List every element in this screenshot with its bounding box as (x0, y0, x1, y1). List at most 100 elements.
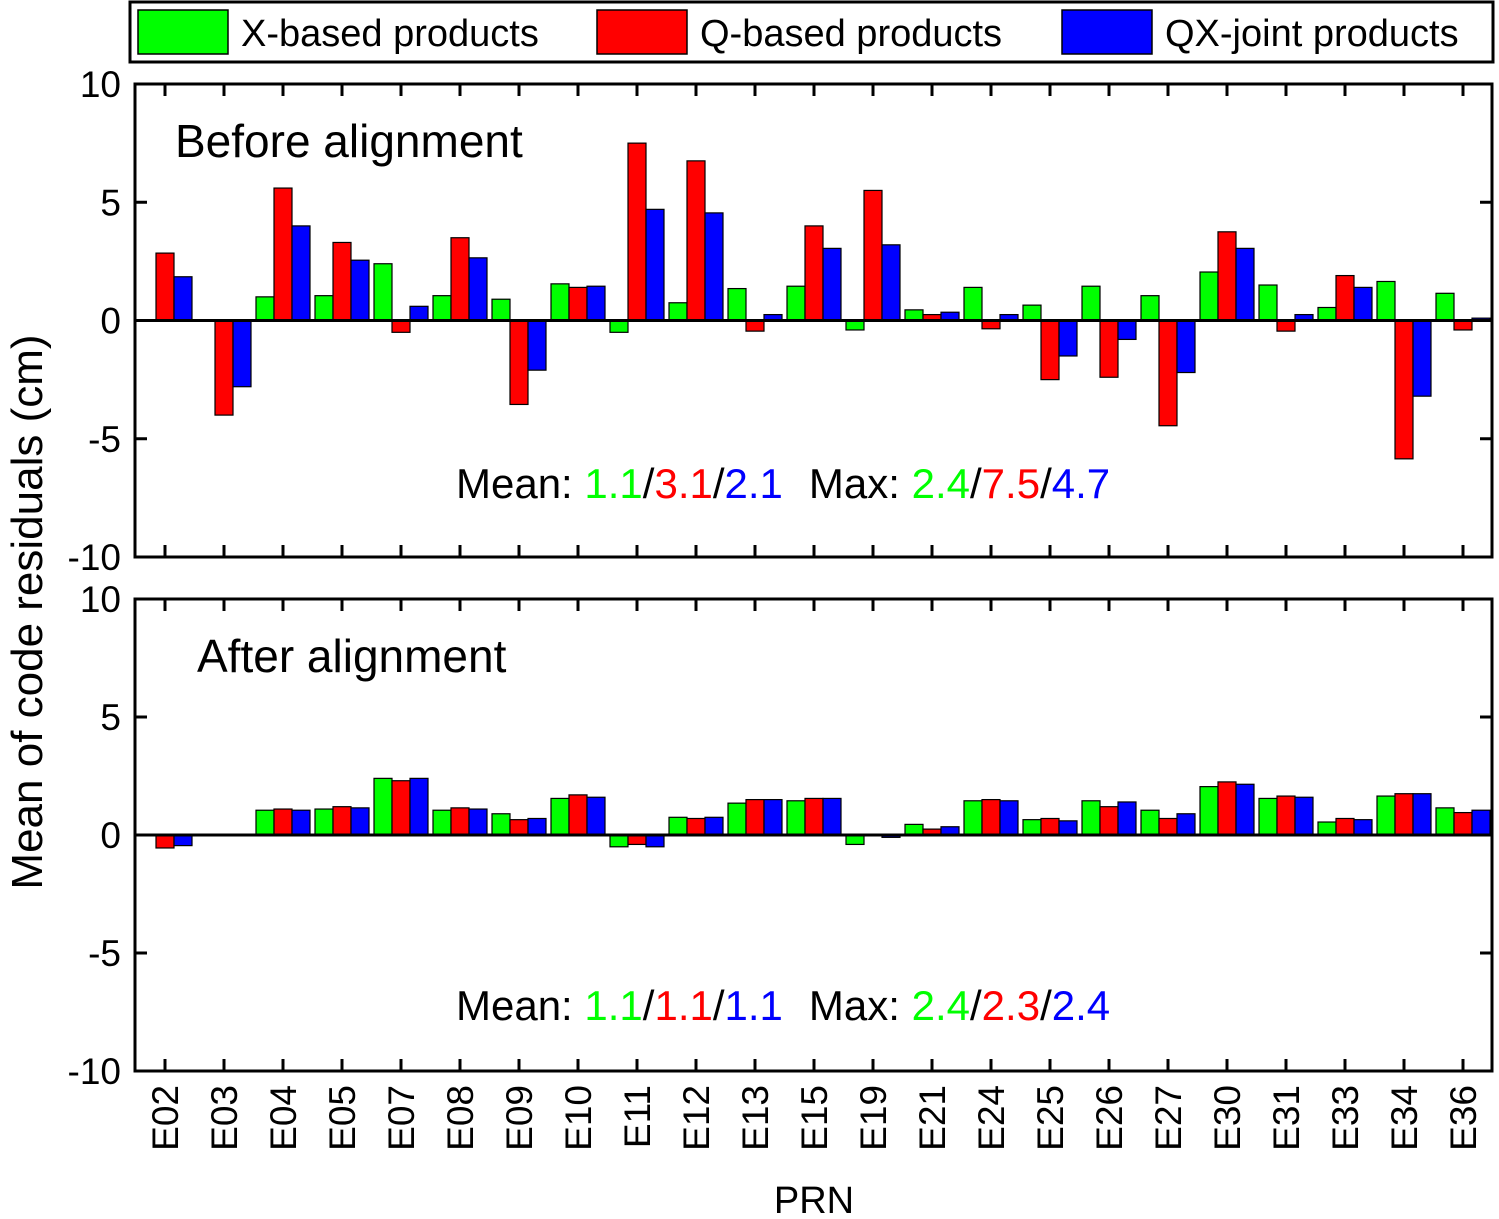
stats-part: / (713, 460, 725, 507)
bar-qx-joint-productsE05 (350, 807, 370, 836)
x-tick-label: E33 (1325, 1085, 1366, 1151)
bar-qx-joint-productsE08 (468, 808, 488, 836)
bar-qx-joint-productsE36 (1471, 809, 1491, 836)
x-tick-label: E05 (322, 1085, 363, 1151)
x-tick-label: E19 (853, 1085, 894, 1151)
bar-x-based-productsE04 (255, 809, 275, 836)
stats-part: Mean: (456, 460, 584, 507)
y-tick-label: -5 (88, 419, 121, 460)
x-tick-label: E24 (971, 1085, 1012, 1151)
legend-label: X-based products (241, 13, 539, 55)
bar-q-based-productsE33 (1335, 274, 1355, 322)
bar-q-based-productsE11 (627, 142, 647, 322)
bar-q-based-productsE24 (981, 798, 1001, 836)
bar-qx-joint-productsE04 (291, 809, 311, 836)
bar-x-based-productsE11 (609, 319, 629, 333)
bar-qx-joint-productsE07 (409, 305, 429, 322)
bar-x-based-productsE31 (1258, 284, 1278, 322)
bar-x-based-productsE31 (1258, 797, 1278, 836)
bar-q-based-productsE05 (332, 241, 352, 322)
y-tick-label: -10 (68, 1051, 121, 1092)
bar-qx-joint-productsE25 (1058, 820, 1078, 836)
bar-x-based-productsE07 (373, 777, 393, 836)
bar-x-based-productsE21 (904, 823, 924, 836)
bar-x-based-productsE24 (963, 800, 983, 836)
y-tick-label: 5 (100, 182, 121, 223)
bar-q-based-productsE15 (804, 225, 824, 322)
x-tick-label: E11 (617, 1085, 658, 1148)
bar-x-based-productsE26 (1081, 800, 1101, 836)
x-tick-label: E13 (735, 1085, 776, 1151)
x-tick-label: E21 (912, 1085, 953, 1151)
x-axis-title: PRN (774, 1180, 854, 1219)
bar-q-based-productsE31 (1276, 319, 1296, 332)
bar-x-based-productsE33 (1317, 306, 1337, 322)
stats-part: 1.1 (584, 982, 642, 1029)
bar-qx-joint-productsE34 (1412, 793, 1432, 836)
stats-part: Max: (809, 460, 912, 507)
bar-x-based-productsE33 (1317, 821, 1337, 836)
bar-qx-joint-productsE02 (173, 276, 193, 322)
bar-q-based-productsE10 (568, 286, 588, 322)
bar-q-based-productsE15 (804, 797, 824, 836)
bar-x-based-productsE13 (727, 287, 747, 322)
bar-q-based-productsE27 (1158, 817, 1178, 836)
bar-q-based-productsE13 (745, 319, 765, 332)
bar-q-based-productsE30 (1217, 231, 1237, 322)
bar-q-based-productsE33 (1335, 817, 1355, 836)
bar-x-based-productsE30 (1199, 786, 1219, 836)
bar-q-based-productsE02 (155, 252, 175, 322)
panel-label: Before alignment (175, 115, 523, 167)
x-tick-label: E25 (1030, 1085, 1071, 1151)
bar-qx-joint-productsE30 (1235, 247, 1255, 322)
stats-part: 2.4 (1052, 982, 1110, 1029)
bar-x-based-productsE08 (432, 809, 452, 836)
bar-qx-joint-productsE09 (527, 319, 547, 371)
x-tick-label: E27 (1148, 1085, 1189, 1151)
bar-q-based-productsE26 (1099, 319, 1119, 378)
x-tick-label: E30 (1207, 1085, 1248, 1151)
x-tick-label: E02 (145, 1085, 186, 1151)
bar-qx-joint-productsE12 (704, 212, 724, 322)
stats-part: 2.4 (912, 982, 970, 1029)
bar-qx-joint-productsE07 (409, 777, 429, 836)
bar-x-based-productsE27 (1140, 809, 1160, 836)
x-tick-label: E36 (1443, 1085, 1484, 1151)
panel-label: After alignment (197, 630, 507, 682)
bar-q-based-productsE03 (214, 319, 234, 416)
x-tick-label: E15 (794, 1085, 835, 1151)
legend-swatch (137, 9, 229, 55)
bar-qx-joint-productsE15 (822, 247, 842, 322)
bar-x-based-productsE15 (786, 800, 806, 836)
x-tick-label: E04 (263, 1085, 304, 1151)
bar-q-based-productsE36 (1453, 811, 1473, 836)
stats-part: / (1040, 460, 1052, 507)
y-tick-label: 10 (80, 64, 121, 105)
bar-x-based-productsE11 (609, 834, 629, 848)
bar-q-based-productsE26 (1099, 806, 1119, 836)
x-tick-label: E26 (1089, 1085, 1130, 1151)
x-tick-label: E31 (1266, 1085, 1307, 1151)
bar-qx-joint-productsE24 (999, 800, 1019, 836)
bar-qx-joint-productsE19 (881, 244, 901, 322)
panel-2: -10 -5 0 5 10 E02 E03 E04 E05 E07 E08 E09 E10 E11 E12 E… (68, 579, 1494, 1151)
y-tick-label: -10 (68, 537, 121, 578)
bar-qx-joint-productsE13 (763, 798, 783, 836)
bar-q-based-productsE09 (509, 319, 529, 406)
bar-q-based-productsE07 (391, 780, 411, 836)
bar-qx-joint-productsE09 (527, 817, 547, 836)
bar-q-based-productsE09 (509, 819, 529, 836)
stats-annotation: Mean: 1.1/1.1/1.1 Max: 2.4/2.3/2.4 (456, 982, 1110, 1029)
bar-qx-joint-productsE10 (586, 285, 606, 322)
stats-part: 4.7 (1052, 460, 1110, 507)
bar-q-based-productsE04 (273, 808, 293, 836)
stats-part: / (970, 460, 982, 507)
bar-qx-joint-productsE15 (822, 797, 842, 836)
bar-q-based-productsE10 (568, 794, 588, 836)
bar-qx-joint-productsE12 (704, 816, 724, 836)
bar-x-based-productsE08 (432, 295, 452, 322)
stats-part: 7.5 (982, 460, 1040, 507)
y-tick-label: -5 (88, 933, 121, 974)
